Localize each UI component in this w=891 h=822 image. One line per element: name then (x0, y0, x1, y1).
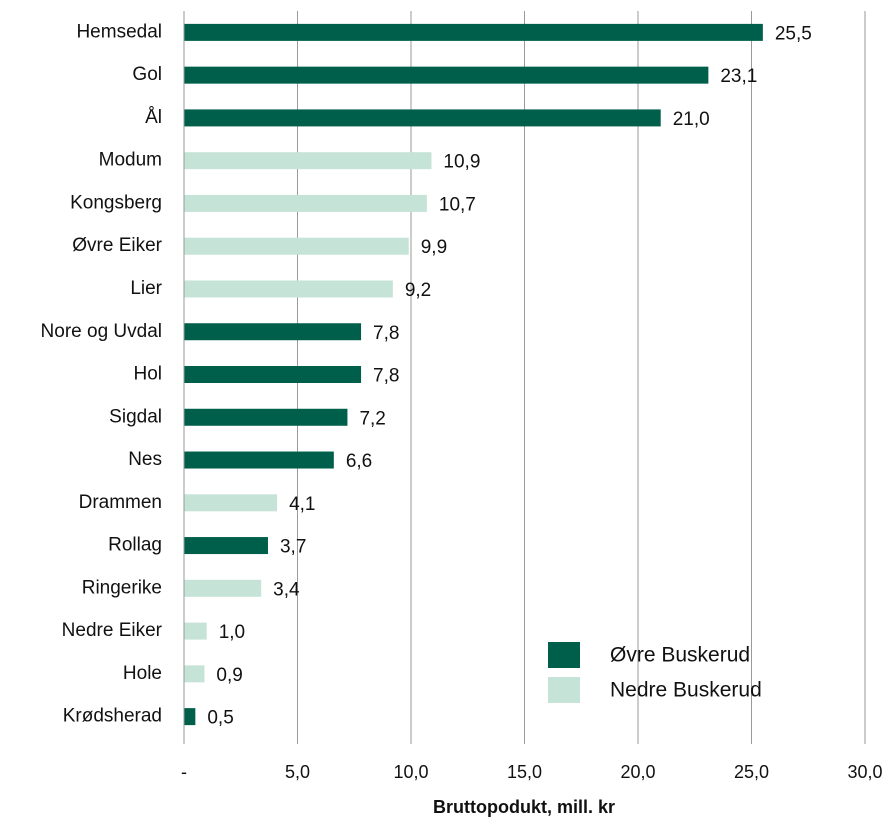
x-tick-label: 5,0 (285, 762, 310, 782)
y-tick-label: Modum (99, 150, 162, 171)
x-tick-label: 30,0 (847, 762, 882, 782)
bar (184, 665, 205, 683)
y-tick-label: Ål (145, 107, 162, 128)
bar (184, 494, 278, 512)
y-tick-label: Hole (123, 663, 162, 684)
bar (184, 280, 393, 298)
data-label: 6,6 (346, 451, 372, 472)
data-label: 23,1 (720, 66, 757, 87)
y-tick-label: Ringerike (82, 577, 162, 598)
data-label: 4,1 (289, 494, 315, 515)
y-tick-label: Hol (133, 364, 162, 385)
data-label: 7,2 (359, 408, 385, 429)
data-label: 3,4 (273, 579, 300, 600)
legend-swatch (548, 642, 580, 668)
bar (184, 622, 207, 640)
y-tick-label: Kongsberg (70, 192, 162, 213)
bar (184, 194, 427, 212)
data-label: 25,5 (775, 23, 812, 44)
y-tick-label: Rollag (108, 535, 162, 556)
x-axis-title: Bruttopodukt, mill. kr (433, 797, 615, 817)
legend-label: Øvre Buskerud (610, 644, 750, 667)
bar (184, 23, 763, 41)
x-tick-label: 25,0 (734, 762, 769, 782)
data-label: 3,7 (280, 537, 306, 558)
y-tick-label: Hemsedal (76, 21, 162, 42)
data-label: 0,9 (216, 665, 242, 686)
data-label: 7,8 (373, 366, 399, 387)
data-label: 1,0 (219, 622, 245, 643)
data-label: 7,8 (373, 323, 399, 344)
bar (184, 66, 709, 84)
y-tick-label: Drammen (79, 492, 162, 513)
legend-swatch (548, 677, 580, 703)
data-label: 9,2 (405, 280, 431, 301)
bar (184, 537, 268, 555)
bar (184, 152, 432, 170)
x-tick-label: 10,0 (393, 762, 428, 782)
bar (184, 366, 362, 383)
y-tick-label: Øvre Eiker (72, 235, 162, 256)
y-tick-label: Nedre Eiker (62, 620, 163, 641)
bar (184, 708, 196, 726)
bar (184, 579, 262, 597)
y-tick-label: Nore og Uvdal (41, 321, 162, 342)
bar (184, 237, 409, 255)
y-tick-label: Nes (128, 449, 162, 470)
data-label: 0,5 (207, 708, 233, 729)
y-tick-label: Krødsherad (63, 706, 162, 727)
y-tick-label: Sigdal (109, 406, 162, 427)
y-tick-label: Lier (130, 278, 162, 299)
x-tick-label: - (181, 762, 187, 782)
data-label: 10,7 (439, 194, 476, 215)
bar (184, 323, 362, 341)
y-tick-label: Gol (132, 64, 162, 85)
bar (184, 109, 661, 127)
bar (184, 451, 334, 469)
x-tick-label: 20,0 (620, 762, 655, 782)
data-label: 9,9 (421, 237, 447, 258)
data-label: 21,0 (673, 109, 710, 130)
x-tick-label: 15,0 (507, 762, 542, 782)
bar (184, 408, 348, 426)
data-label: 10,9 (443, 152, 480, 173)
legend-label: Nedre Buskerud (610, 679, 762, 702)
